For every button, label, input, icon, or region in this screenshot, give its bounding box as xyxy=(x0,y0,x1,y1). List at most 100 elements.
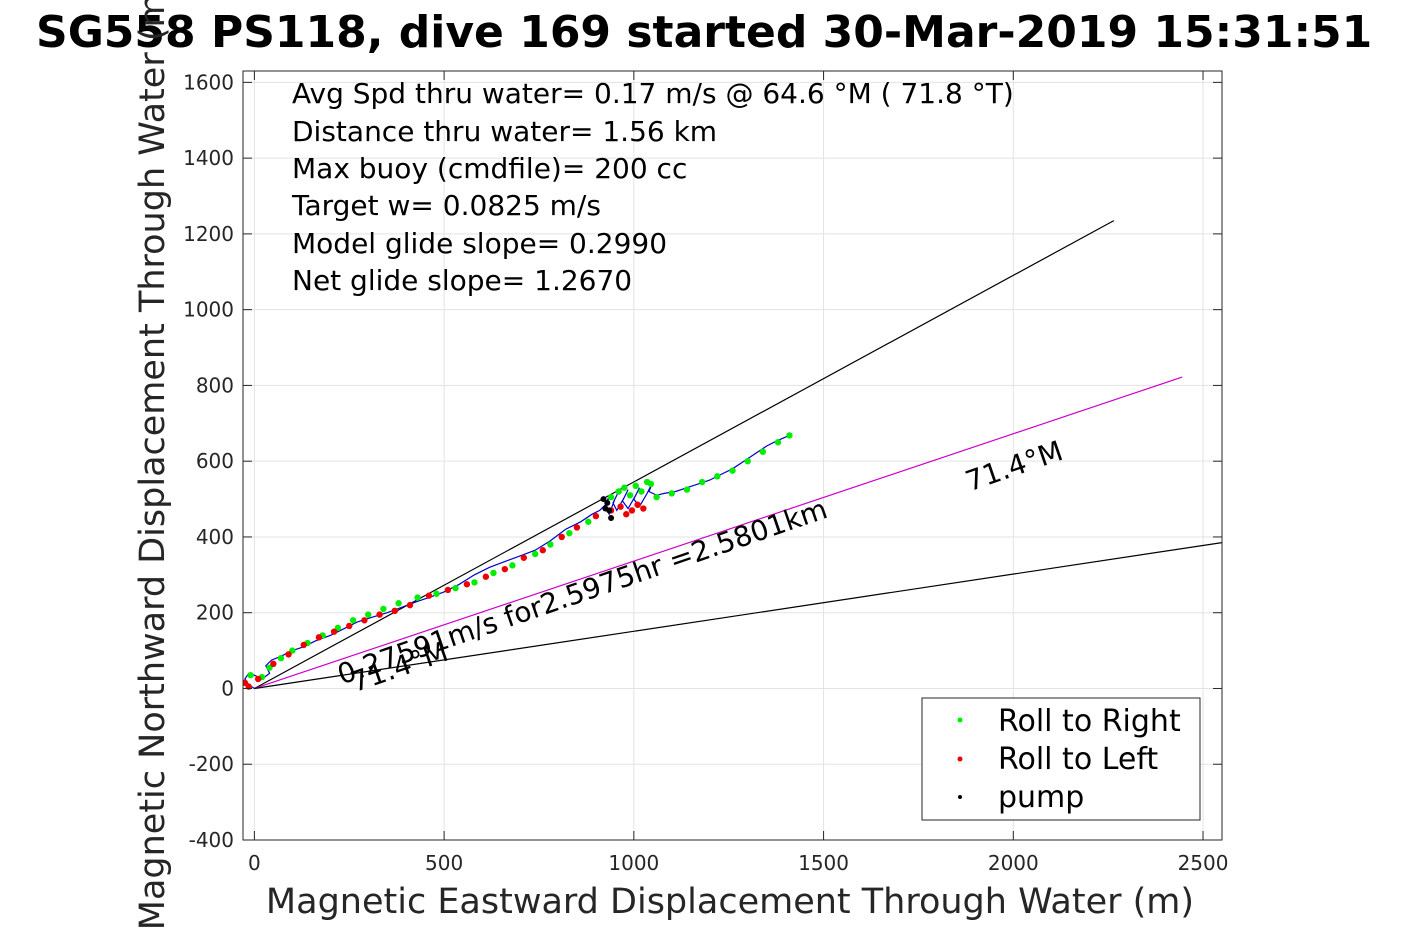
point-roll-to-left-4 xyxy=(285,651,292,658)
point-roll-to-right-10 xyxy=(380,605,387,613)
chart-title: SG558 PS118, dive 169 started 30-Mar-201… xyxy=(36,7,1372,58)
point-roll-to-left-2 xyxy=(254,675,262,683)
point-roll-to-right-39 xyxy=(786,432,793,439)
legend-label-roll-left: Roll to Left xyxy=(998,742,1158,777)
y-tick-label-3: 200 xyxy=(196,601,234,625)
point-roll-to-left-13 xyxy=(425,592,433,599)
y-tick-label-2: 0 xyxy=(221,676,234,700)
y-tick-label-7: 1000 xyxy=(183,298,234,322)
point-roll-to-right-35 xyxy=(729,467,736,474)
legend-marker-roll-left xyxy=(957,756,963,762)
x-tick-label-1: 500 xyxy=(425,851,463,875)
point-roll-to-right-34 xyxy=(714,473,721,480)
y-tick-label-1: -200 xyxy=(189,752,234,776)
point-roll-to-right-9 xyxy=(365,611,372,618)
x-tick-label-0: 0 xyxy=(248,851,261,875)
point-roll-to-right-29 xyxy=(647,480,655,488)
point-roll-to-right-38 xyxy=(774,439,782,446)
point-roll-to-right-37 xyxy=(759,448,767,455)
info-line-4: Target w= 0.0825 m/s xyxy=(291,189,601,222)
point-roll-to-left-18 xyxy=(520,554,527,561)
point-roll-to-right-26 xyxy=(632,482,639,490)
point-roll-to-left-14 xyxy=(444,586,452,594)
point-roll-to-right-36 xyxy=(744,457,751,465)
point-roll-to-left-25 xyxy=(623,511,630,518)
point-roll-to-left-3 xyxy=(270,660,277,668)
info-line-2: Distance thru water= 1.56 km xyxy=(292,115,717,148)
point-roll-to-right-3 xyxy=(277,654,285,662)
y-tick-label-6: 800 xyxy=(196,373,234,397)
point-roll-to-left-12 xyxy=(406,601,414,609)
point-roll-to-right-17 xyxy=(509,562,516,569)
point-roll-to-right-13 xyxy=(433,590,440,597)
info-line-6: Net glide slope= 1.2670 xyxy=(292,264,632,297)
point-roll-to-left-21 xyxy=(573,524,581,531)
point-roll-to-left-26 xyxy=(628,507,636,514)
legend-label-roll-right: Roll to Right xyxy=(998,704,1181,739)
point-roll-to-left-20 xyxy=(558,533,565,541)
data-points xyxy=(243,432,793,690)
y-tick-label-0: -400 xyxy=(189,828,234,852)
legend: Roll to Right Roll to Left pump xyxy=(921,697,1201,821)
x-tick-label-4: 2000 xyxy=(988,851,1039,875)
point-roll-to-right-19 xyxy=(547,541,554,548)
point-roll-to-right-25 xyxy=(626,492,634,499)
point-roll-to-left-27 xyxy=(634,501,641,508)
point-roll-to-right-16 xyxy=(490,569,497,577)
point-roll-to-left-28 xyxy=(640,505,647,512)
point-roll-to-right-22 xyxy=(607,493,615,501)
point-roll-to-left-17 xyxy=(501,565,509,573)
point-roll-to-left-9 xyxy=(361,617,368,624)
y-tick-label-5: 600 xyxy=(196,449,234,473)
point-roll-to-right-24 xyxy=(621,484,628,491)
point-roll-to-left-10 xyxy=(376,611,383,618)
x-tick-label-5: 2500 xyxy=(1178,851,1229,875)
info-line-3: Max buoy (cmdfile)= 200 cc xyxy=(292,152,687,185)
point-roll-to-right-15 xyxy=(471,579,478,586)
grid xyxy=(243,71,1222,841)
x-tick-label-2: 1000 xyxy=(608,851,659,875)
info-box: Avg Spd thru water= 0.17 m/s @ 64.6 °M (… xyxy=(291,77,1014,297)
y-tick-label-10: 1600 xyxy=(183,70,234,94)
point-roll-to-left-7 xyxy=(330,628,338,635)
point-pump-3 xyxy=(602,505,609,512)
line-lower-wedge xyxy=(254,542,1222,690)
y-tick-label-4: 400 xyxy=(196,525,234,549)
point-roll-to-right-0 xyxy=(247,672,254,679)
point-roll-to-right-12 xyxy=(414,594,421,601)
point-roll-to-right-31 xyxy=(668,490,675,497)
info-line-1: Avg Spd thru water= 0.17 m/s @ 64.6 °M (… xyxy=(292,77,1014,110)
line-course xyxy=(254,376,1183,690)
legend-box xyxy=(921,697,1201,821)
point-roll-to-left-11 xyxy=(391,607,398,615)
x-axis-label: Magnetic Eastward Displacement Through W… xyxy=(266,882,1194,922)
y-tick-label-9: 1400 xyxy=(183,146,234,170)
point-roll-to-left-6 xyxy=(315,634,323,641)
plot-frame xyxy=(242,70,1223,841)
legend-marker-roll-right xyxy=(957,717,963,723)
legend-label-pump: pump xyxy=(998,780,1084,815)
x-tick-label-3: 1500 xyxy=(798,851,849,875)
point-roll-to-left-8 xyxy=(346,622,353,630)
y-tick-label-8: 1200 xyxy=(183,222,234,246)
point-roll-to-right-8 xyxy=(349,617,357,624)
point-pump-4 xyxy=(600,496,607,503)
point-roll-to-right-18 xyxy=(531,550,539,558)
point-roll-to-right-21 xyxy=(585,518,592,525)
point-roll-to-right-23 xyxy=(615,488,622,495)
point-roll-to-left-5 xyxy=(300,641,307,649)
axis-ticks: 0 500 1000 1500 2000 2500 -400 -200 0 200 400 600 80… xyxy=(183,70,1228,875)
point-roll-to-left-19 xyxy=(539,547,546,554)
point-roll-to-right-32 xyxy=(683,486,691,493)
point-roll-to-right-14 xyxy=(452,584,459,592)
point-roll-to-left-24 xyxy=(617,503,624,510)
point-roll-to-left-15 xyxy=(463,581,471,588)
point-roll-to-right-20 xyxy=(566,529,573,537)
point-pump-2 xyxy=(608,515,615,522)
point-roll-to-right-27 xyxy=(638,488,645,495)
point-roll-to-right-11 xyxy=(395,600,402,607)
y-axis-label: Magnetic Northward Displacement Through … xyxy=(133,0,173,930)
info-line-5: Model glide slope= 0.2990 xyxy=(292,227,667,260)
legend-marker-pump xyxy=(958,795,962,799)
